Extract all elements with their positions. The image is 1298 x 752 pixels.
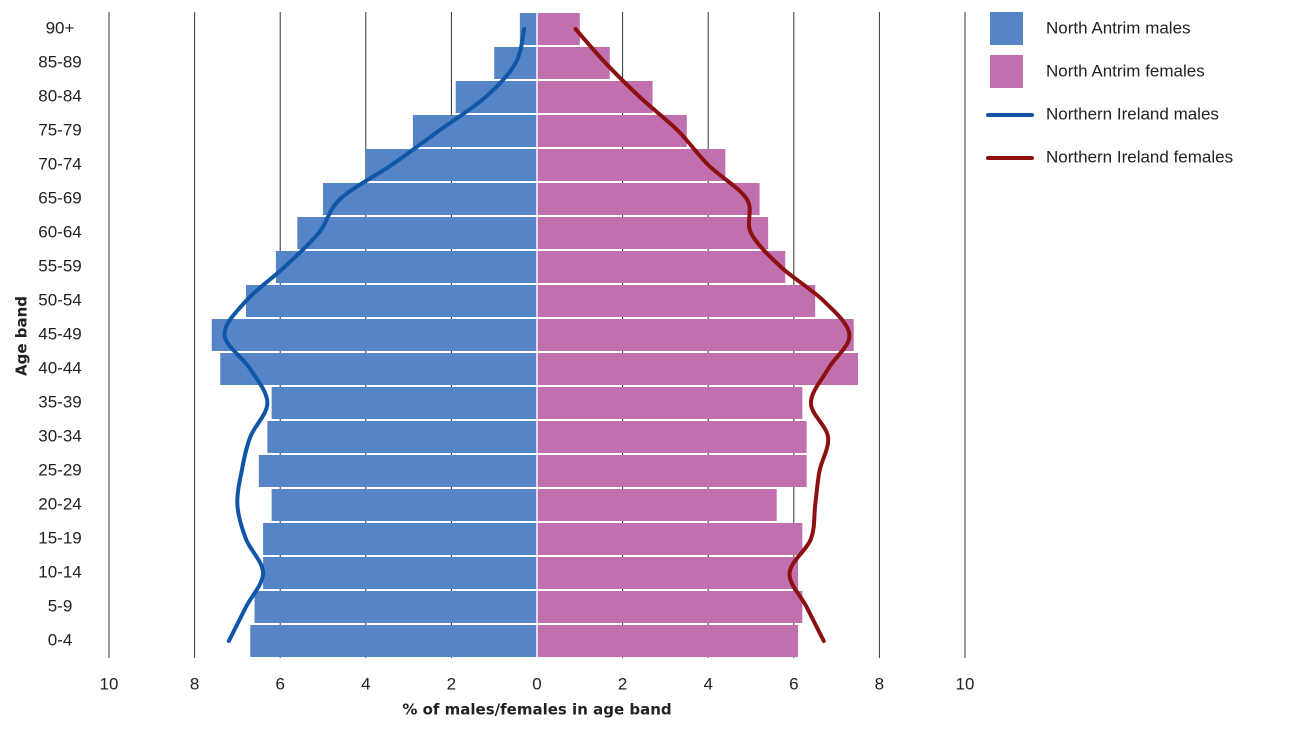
x-tick-label: 8 [190,674,199,693]
legend-label: Northern Ireland males [1046,104,1219,123]
x-tick-label: 6 [789,674,798,693]
y-tick-label: 65-69 [38,188,81,207]
bar [537,47,610,79]
bar [537,625,799,657]
bar [537,421,807,453]
y-tick-label: 5-9 [48,596,73,615]
x-tick-label: 4 [361,674,370,693]
bar [537,251,786,283]
y-axis-title: Age band [13,296,31,376]
bar [537,183,760,215]
y-tick-label: 80-84 [38,86,81,105]
y-tick-label: 70-74 [38,154,81,173]
bar [254,591,537,623]
x-tick-label: 6 [275,674,284,693]
bar [537,353,858,385]
line [573,27,852,643]
y-tick-label: 35-39 [38,392,81,411]
bar [412,115,537,147]
bar [537,285,816,317]
bar [537,115,687,147]
y-tick-label: 85-89 [38,52,81,71]
bar [537,13,580,45]
bar [323,183,537,215]
bar [263,557,537,589]
bar [537,319,854,351]
x-tick-label: 2 [447,674,456,693]
bar [245,285,537,317]
x-tick-label: 4 [703,674,712,693]
y-tick-label: 25-29 [38,460,81,479]
bar [537,387,803,419]
bar [537,489,777,521]
bar [537,81,653,113]
x-tick-label: 2 [618,674,627,693]
bar [537,149,726,181]
y-tick-label: 20-24 [38,494,81,513]
bar [271,387,537,419]
bar [275,251,537,283]
legend-label: Northern Ireland females [1046,147,1233,166]
x-axis-title: % of males/females in age band [402,701,671,719]
legend-swatch [990,12,1023,45]
y-tick-label: 30-34 [38,426,81,445]
bar [211,319,537,351]
x-tick-label: 8 [875,674,884,693]
bar [250,625,538,657]
y-tick-label: 45-49 [38,324,81,343]
bar [220,353,537,385]
legend-label: North Antrim males [1046,18,1191,37]
line [222,27,527,643]
y-tick-label: 55-59 [38,256,81,275]
bar [537,591,803,623]
y-tick-label: 50-54 [38,290,81,309]
x-tick-label: 0 [532,674,541,693]
y-tick-label: 60-64 [38,222,81,241]
bar [267,421,537,453]
bar [537,557,799,589]
bar [297,217,537,249]
y-tick-label: 75-79 [38,120,81,139]
y-tick-label: 90+ [46,18,75,37]
y-tick-label: 0-4 [48,630,73,649]
legend-swatch [990,55,1023,88]
y-tick-label: 40-44 [38,358,81,377]
legend-label: North Antrim females [1046,61,1205,80]
bar [271,489,537,521]
bar [537,217,769,249]
bar [537,455,807,487]
bar [263,523,537,555]
y-tick-label: 10-14 [38,562,81,581]
y-tick-label: 15-19 [38,528,81,547]
x-tick-label: 10 [100,674,119,693]
bar [258,455,537,487]
bar [537,523,803,555]
x-tick-label: 10 [956,674,975,693]
